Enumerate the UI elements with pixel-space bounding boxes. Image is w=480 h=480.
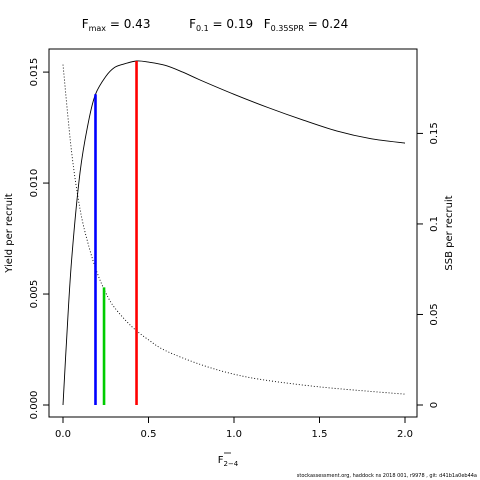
chart-title: Fmax = 0.43 F0.1 = 0.19 F0.35SPR = 0.24: [82, 17, 349, 33]
y-left-tick-label: 0.000: [29, 391, 40, 420]
x-tick-label: 1.0: [226, 429, 242, 440]
y-right-tick-label: 0.1: [429, 216, 440, 232]
y-left-tick-label: 0.015: [29, 58, 40, 87]
x-tick-label: 1.5: [312, 429, 328, 440]
footer-note: stockassessment.org, haddock ns 2018 001…: [297, 473, 477, 479]
x-axis-label: F2−4: [218, 455, 239, 468]
y-right-tick-label: 0.15: [429, 122, 440, 144]
x-axis: 0.0 0.5 1.0 1.5 2.0: [55, 417, 413, 440]
reference-lines: [94, 61, 138, 405]
y-right-tick-label: 0: [429, 402, 440, 408]
y-left-tick-label: 0.010: [29, 169, 40, 198]
yield-per-recruit-line: [62, 60, 406, 406]
x-tick-label: 0.5: [141, 429, 157, 440]
y-right-axis: 0 0.05 0.1 0.15: [417, 122, 440, 408]
y-left-axis-label: Yield per recruit: [4, 193, 15, 274]
y-left-axis: 0.000 0.005 0.010 0.015: [29, 58, 49, 420]
x-tick-label: 0.0: [55, 429, 71, 440]
x-tick-label: 2.0: [397, 429, 413, 440]
y-left-tick-label: 0.005: [29, 280, 40, 309]
series-layer: [62, 60, 406, 406]
y-right-tick-label: 0.05: [429, 303, 440, 325]
plot-frame: [48, 48, 418, 418]
y-right-axis-label: SSB per recruit: [444, 195, 455, 270]
ssb-per-recruit-line: [62, 64, 406, 395]
